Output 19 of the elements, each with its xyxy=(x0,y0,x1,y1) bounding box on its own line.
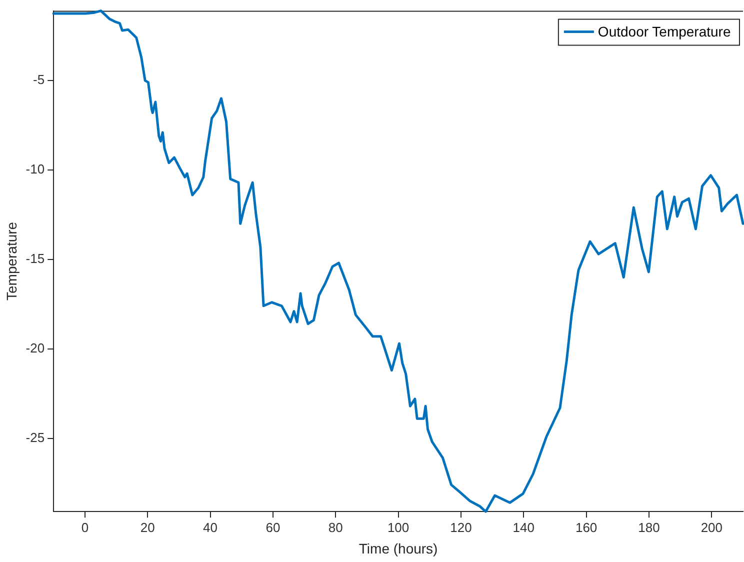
x-tick-label: 200 xyxy=(700,520,723,535)
x-tick-label: 0 xyxy=(81,520,89,535)
x-axis-title: Time (hours) xyxy=(358,540,438,556)
x-tick-label: 160 xyxy=(575,520,598,535)
y-tick-label: -5 xyxy=(33,72,45,88)
x-tick-label: 120 xyxy=(450,520,472,535)
x-tick-label: 100 xyxy=(387,520,410,535)
y-tick-label: -25 xyxy=(26,430,45,445)
y-tick-label: -15 xyxy=(26,250,45,266)
x-tick-label: 20 xyxy=(140,520,155,535)
y-tick-label: -20 xyxy=(26,340,45,356)
y-axis-title: Temperature xyxy=(3,222,20,300)
x-tick-label: 80 xyxy=(328,520,343,535)
x-tick-label: 180 xyxy=(638,520,660,535)
x-tick-label: 140 xyxy=(512,520,534,535)
y-tick-label: -10 xyxy=(26,162,45,177)
x-tick-label: 60 xyxy=(266,520,280,535)
legend-label: Outdoor Temperature xyxy=(598,24,731,40)
x-tick-label: 40 xyxy=(203,520,218,535)
